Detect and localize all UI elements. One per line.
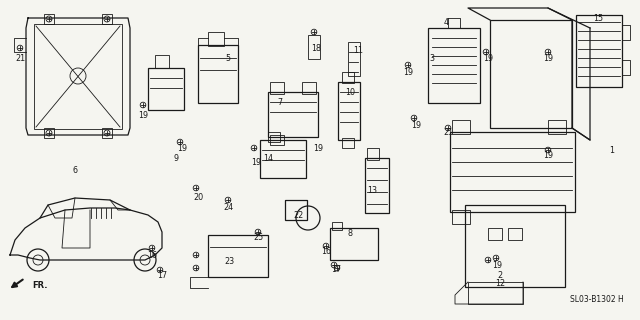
Bar [148,68,184,110]
Text: 16: 16 [147,251,157,260]
Text: 19: 19 [251,157,261,166]
Bar [488,228,502,240]
Bar [198,45,238,103]
Text: 14: 14 [263,154,273,163]
Text: 8: 8 [348,229,353,238]
Bar [102,128,112,138]
Bar [508,228,522,240]
Text: 16: 16 [321,247,331,257]
Bar [102,14,112,24]
Bar [260,140,306,178]
Bar [208,32,224,46]
Bar [44,14,54,24]
Text: 25: 25 [253,234,263,243]
Text: 9: 9 [173,154,179,163]
Text: 11: 11 [353,45,363,54]
Bar [342,72,354,83]
Bar [452,210,470,224]
Bar [452,120,470,134]
Text: 20: 20 [193,194,203,203]
Text: 19: 19 [177,143,187,153]
Bar [338,82,360,140]
Bar [330,228,378,260]
Text: 19: 19 [492,260,502,269]
Bar [285,200,307,220]
Text: 19: 19 [543,53,553,62]
Bar [548,120,566,134]
Text: 19: 19 [138,110,148,119]
Text: 19: 19 [483,53,493,62]
Text: 13: 13 [367,186,377,195]
Text: 21: 21 [15,53,25,62]
Bar [342,138,354,148]
Bar [34,24,122,129]
Bar [428,28,480,103]
Text: 10: 10 [345,87,355,97]
Bar [270,82,284,94]
Text: 24: 24 [223,203,233,212]
Text: 19: 19 [543,150,553,159]
Bar [468,282,523,304]
Text: 19: 19 [411,121,421,130]
Bar [208,235,268,277]
Text: SL03-B1302 H: SL03-B1302 H [570,295,624,305]
Text: 4: 4 [444,18,449,27]
Bar [365,158,389,213]
Text: 17: 17 [331,266,341,275]
Text: 5: 5 [225,53,230,62]
Bar [490,20,572,128]
Bar [268,92,318,137]
Text: 19: 19 [403,68,413,76]
Text: 7: 7 [277,98,283,107]
Text: 22: 22 [293,212,303,220]
Bar [155,55,169,68]
Text: 3: 3 [429,53,435,62]
Bar [450,132,575,212]
Text: FR.: FR. [32,281,47,290]
Text: 1: 1 [609,146,614,155]
Text: 17: 17 [157,270,167,279]
Text: 18: 18 [311,44,321,52]
Bar [308,35,320,59]
Text: 6: 6 [72,165,77,174]
Bar [44,128,54,138]
Bar [465,205,565,287]
Bar [348,42,360,76]
Bar [576,15,622,87]
Bar [268,132,280,142]
Text: 15: 15 [593,13,603,22]
Text: 2: 2 [497,270,502,279]
Bar [332,222,342,230]
Text: 12: 12 [495,278,505,287]
Bar [270,135,284,145]
Text: 21: 21 [443,127,453,137]
Bar [302,82,316,94]
Text: 19: 19 [313,143,323,153]
Bar [367,148,379,160]
Text: 23: 23 [224,258,234,267]
